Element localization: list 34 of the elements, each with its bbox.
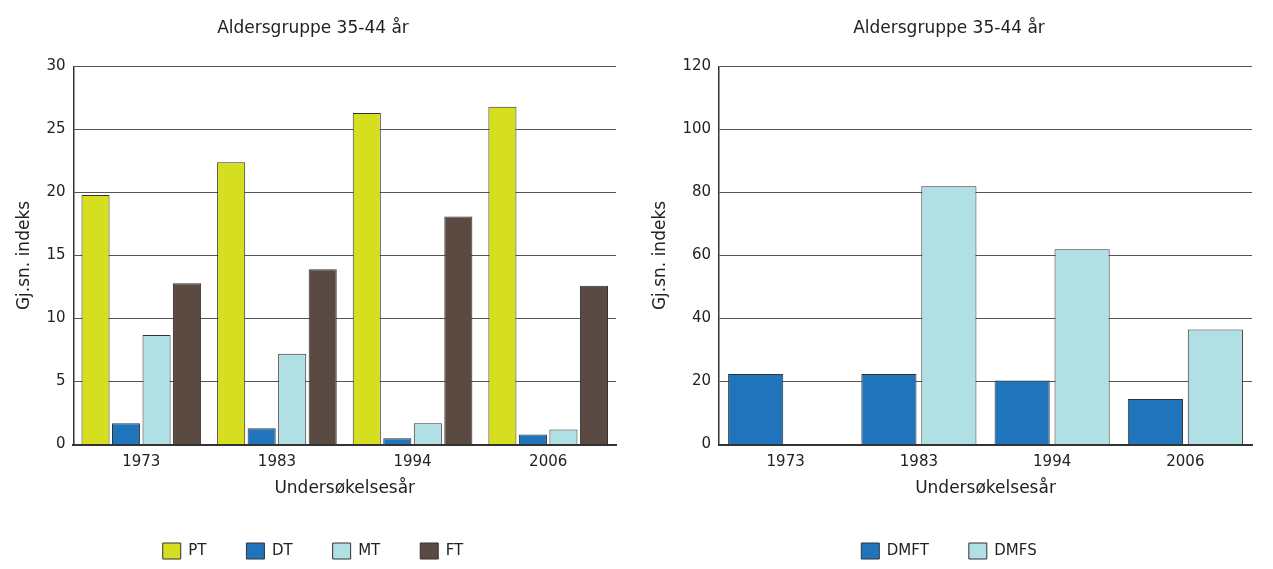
x-tick-label: 1994 [393,452,432,471]
x-axis-title: Undersøkelsesår [274,477,416,498]
y-tick-label: 100 [682,119,712,138]
x-tick-label: 1973 [122,452,161,471]
y-tick-label: 5 [55,371,66,390]
y-tick-label: 40 [691,308,712,327]
y-tick-label: 10 [46,308,66,327]
y-tick-label: 80 [691,182,712,201]
y-tick-label: 20 [46,182,66,201]
y-tick-label: 25 [46,119,66,138]
legend-label: DT [271,540,294,559]
legend-label: FT [445,540,465,559]
legend-label: PT [188,540,208,559]
x-tick-label: 2006 [529,452,568,471]
x-tick-label: 1973 [766,452,805,471]
y-tick-label: 60 [691,245,712,264]
y-tick-label: 0 [55,434,66,453]
y-tick-label: 0 [701,434,712,453]
x-tick-label: 1983 [257,452,297,471]
y-tick-label: 15 [46,245,66,264]
legend-label: DMFS [994,540,1037,559]
x-tick-label: 1983 [899,452,938,471]
chart-title: Aldersgruppe 35-44 år [853,16,1045,37]
legend-label: MT [358,540,382,559]
legend-label: DMFT [886,540,930,559]
y-tick-label: 120 [682,56,712,75]
x-tick-label: 2006 [1166,452,1205,471]
x-axis-title: Undersøkelsesår [915,477,1056,498]
y-axis-title: Gj.sn. indeks [12,200,33,311]
chart-title: Aldersgruppe 35-44 år [217,16,409,37]
y-axis-title: Gj.sn. indeks [648,200,669,311]
x-tick-label: 1994 [1033,452,1072,471]
y-tick-label: 30 [46,56,66,75]
y-tick-label: 20 [691,371,712,390]
